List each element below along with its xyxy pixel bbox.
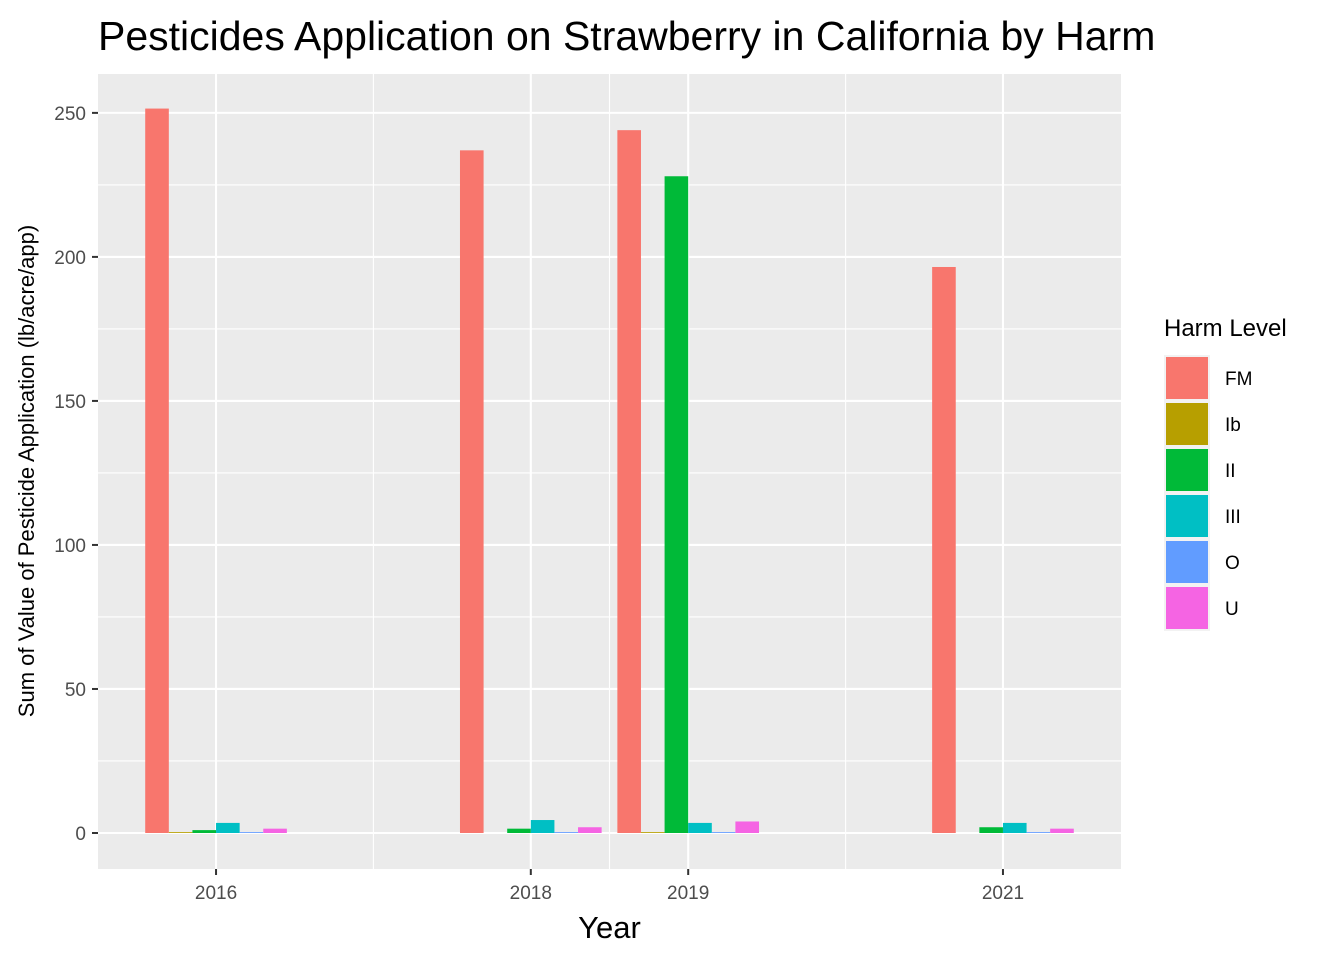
bar	[554, 832, 579, 833]
bar	[239, 832, 264, 833]
bar	[688, 822, 712, 833]
bar	[664, 176, 689, 833]
bar	[168, 832, 193, 833]
legend-swatch	[1166, 449, 1208, 491]
bar	[459, 150, 484, 833]
legend-swatch	[1166, 357, 1208, 399]
y-axis: 0 50 100 150 200 250	[54, 104, 98, 845]
bar	[735, 821, 760, 833]
bar	[640, 832, 665, 833]
bar	[578, 827, 602, 833]
bar	[192, 830, 217, 833]
chart-title: Pesticides Application on Strawberry in …	[98, 13, 1155, 59]
bar	[263, 828, 287, 833]
bar	[979, 827, 1003, 833]
x-tick-label: 2016	[195, 883, 237, 904]
x-tick-label: 2021	[982, 883, 1024, 904]
x-tick-label: 2018	[510, 883, 552, 904]
legend-label: Ib	[1225, 415, 1241, 436]
bar	[507, 828, 531, 833]
y-axis-title: Sum of Value of Pesticide Application (l…	[14, 225, 39, 717]
legend-label: O	[1225, 553, 1240, 574]
legend-label: III	[1225, 507, 1241, 528]
bar	[1050, 828, 1074, 833]
bar	[145, 108, 169, 833]
legend-swatch	[1166, 495, 1208, 537]
y-tick-label: 150	[54, 392, 86, 413]
y-tick-label: 100	[54, 536, 86, 557]
x-axis-title: Year	[578, 910, 641, 945]
legend-label: FM	[1225, 369, 1252, 390]
bars	[145, 108, 1074, 833]
legend-swatch	[1166, 587, 1208, 629]
x-tick-label: 2019	[667, 883, 709, 904]
legend-title: Harm Level	[1164, 315, 1287, 342]
legend-label: II	[1225, 461, 1236, 482]
legend-swatch	[1166, 403, 1208, 445]
bar	[711, 832, 736, 833]
y-tick-label: 250	[54, 104, 86, 125]
bar	[1026, 832, 1051, 833]
x-axis: 2016 2018 2019 2021	[195, 869, 1024, 904]
bar	[1002, 822, 1027, 833]
bar	[530, 820, 555, 833]
y-tick-label: 0	[75, 824, 86, 845]
bar	[932, 266, 956, 833]
bar	[617, 130, 641, 833]
legend-label: U	[1225, 599, 1239, 620]
y-tick-label: 200	[54, 248, 86, 269]
y-tick-label: 50	[65, 680, 86, 701]
bar	[216, 822, 240, 833]
legend-swatch	[1166, 541, 1208, 583]
